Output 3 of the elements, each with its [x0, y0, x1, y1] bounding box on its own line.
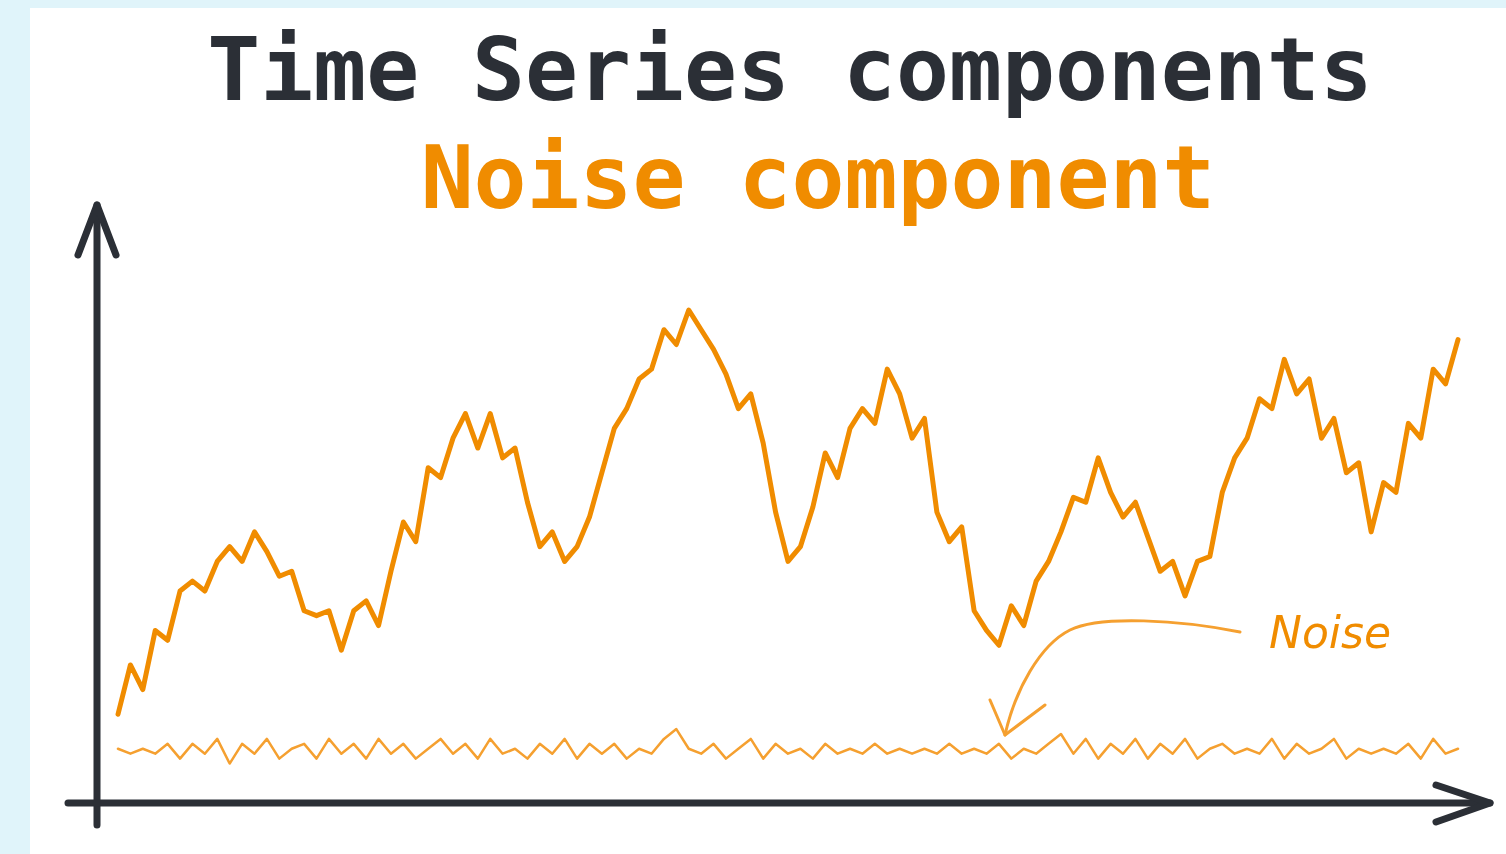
chart-title: Time Series components [207, 18, 1373, 121]
chart-subtitle: Noise component [420, 126, 1216, 229]
annotation: Noise [1268, 607, 1392, 658]
